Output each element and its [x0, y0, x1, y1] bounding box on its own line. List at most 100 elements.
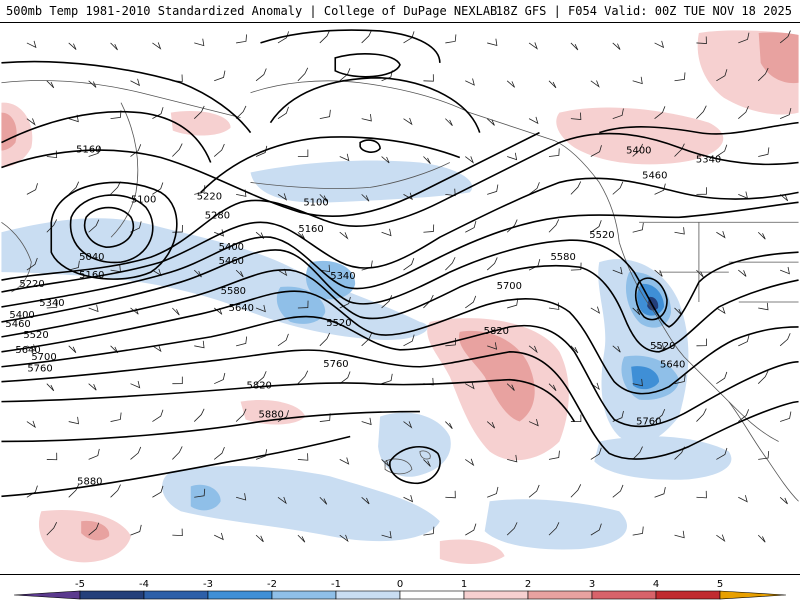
wind-barb — [361, 194, 370, 202]
wind-barb — [779, 333, 791, 347]
wind-barb — [779, 30, 791, 44]
contour-line — [1, 60, 252, 134]
wind-barb — [716, 371, 728, 385]
wind-barb — [319, 109, 331, 120]
colorbar-arrow-left — [13, 590, 81, 600]
wind-barb — [361, 114, 372, 122]
contour-label: 5400 — [219, 242, 244, 253]
contour-line — [1, 131, 540, 218]
colorbar-tick-label: -5 — [75, 579, 85, 590]
anomaly-positive-area — [170, 111, 231, 136]
wind-barb — [487, 184, 499, 195]
wind-barb — [403, 258, 415, 271]
colorbar-tick-label: 0 — [397, 579, 403, 590]
colorbar-graphic: -5 -4 -3 -2 -1 0 1 2 3 4 5 — [13, 579, 787, 600]
wind-barb — [214, 229, 225, 237]
wind-barb — [507, 298, 519, 309]
wind-barb — [403, 494, 414, 503]
wind-barb — [423, 526, 435, 536]
wind-barb — [255, 68, 267, 82]
wind-barb — [130, 524, 142, 536]
wind-barb — [236, 336, 248, 347]
wind-barb — [570, 112, 582, 120]
anomaly-negative-core — [190, 484, 221, 511]
wind-barb — [445, 34, 457, 44]
colorbar-segment — [591, 590, 657, 600]
wind-barb — [528, 484, 540, 498]
contour-label: 5520 — [589, 230, 614, 241]
wind-barb — [339, 231, 349, 240]
colorbar-segment — [143, 590, 209, 600]
contour-line — [260, 29, 441, 63]
wind-barb — [194, 38, 205, 47]
wind-barb — [172, 376, 183, 385]
contour-line — [389, 445, 441, 485]
wind-barb — [277, 106, 289, 119]
wind-barb — [758, 302, 769, 311]
wind-barb — [26, 257, 38, 271]
wind-barb — [674, 227, 685, 235]
wind-barb — [152, 344, 162, 353]
wind-barb — [528, 42, 538, 50]
wind-barb — [297, 300, 309, 309]
wind-barb — [423, 156, 431, 164]
wind-barb — [716, 447, 728, 460]
wind-barb — [590, 306, 601, 314]
wind-barb — [487, 38, 498, 47]
contour-label: 5580 — [550, 252, 575, 263]
wind-barb — [506, 522, 518, 536]
colorbar-tick-label: 2 — [525, 579, 531, 590]
wind-barb — [738, 191, 749, 199]
colorbar-tick-label: 3 — [589, 579, 595, 590]
wind-barb — [465, 295, 477, 309]
wind-barb — [88, 448, 100, 460]
wind-barb — [68, 416, 79, 425]
colorbar-segment — [207, 590, 273, 600]
wind-barb — [152, 182, 164, 195]
wind-barb — [716, 231, 726, 239]
wind-barb — [548, 522, 560, 536]
contour-line — [1, 264, 799, 353]
contour-label: 5460 — [5, 319, 30, 330]
wind-barb — [68, 260, 80, 271]
anomaly-positive-area — [439, 539, 505, 564]
wind-barb — [738, 409, 750, 422]
contour-label: 5700 — [31, 352, 56, 363]
wind-barb — [654, 269, 663, 277]
wind-barb — [487, 342, 498, 350]
wind-barb — [780, 266, 790, 275]
wind-barb — [68, 114, 79, 123]
wind-barb — [172, 528, 183, 537]
wind-barb — [130, 144, 142, 157]
colorbar-tick-label: 5 — [717, 579, 723, 590]
anomaly-negative-area — [484, 499, 628, 550]
wind-barb — [339, 457, 350, 465]
wind-barb — [570, 345, 579, 354]
wind-barb — [548, 219, 560, 233]
wind-barb — [319, 413, 331, 422]
wind-barb — [696, 338, 707, 347]
wind-barb — [26, 40, 37, 49]
wind-barb — [339, 371, 351, 385]
wind-barb — [779, 194, 789, 202]
wind-barb — [590, 80, 600, 88]
colorbar-ticks: -5 -4 -3 -2 -1 0 1 2 3 4 5 — [75, 579, 723, 590]
wind-barb — [255, 145, 268, 157]
wind-barb — [465, 220, 477, 233]
wind-barb — [654, 408, 666, 422]
wind-barb — [738, 105, 749, 119]
wind-barb — [738, 269, 747, 277]
wind-barb — [716, 69, 728, 82]
contour-line — [269, 77, 481, 133]
wind-barb — [236, 34, 247, 44]
wind-barb — [696, 269, 704, 278]
wind-barb — [423, 224, 435, 233]
wind-barb — [696, 408, 707, 422]
wind-barb — [779, 107, 792, 120]
wind-barb — [612, 266, 623, 275]
wind-barb — [674, 530, 685, 539]
wind-barb — [255, 304, 266, 313]
wind-barb — [213, 447, 225, 460]
wind-barb — [738, 495, 748, 503]
kamchatka-coastline — [110, 102, 139, 238]
